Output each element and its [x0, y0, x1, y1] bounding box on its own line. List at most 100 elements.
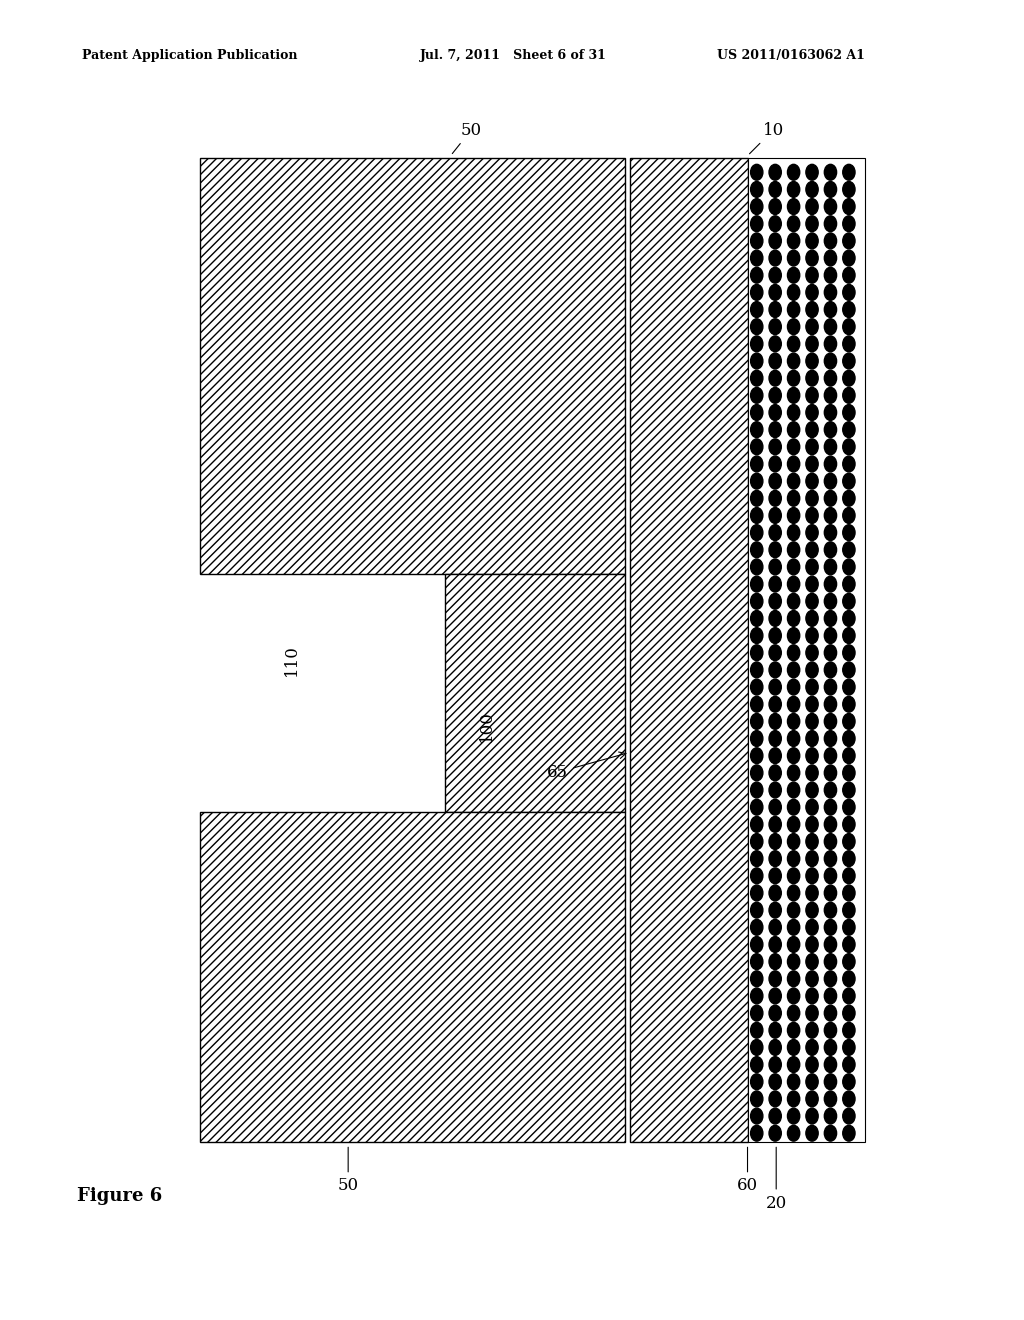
Circle shape — [787, 816, 800, 833]
Circle shape — [769, 285, 781, 301]
Circle shape — [787, 1090, 800, 1106]
Circle shape — [824, 1040, 837, 1056]
Circle shape — [751, 1090, 763, 1106]
Circle shape — [751, 628, 763, 644]
Circle shape — [769, 1125, 781, 1140]
Circle shape — [806, 766, 818, 780]
Circle shape — [843, 834, 855, 850]
Circle shape — [769, 541, 781, 557]
Circle shape — [787, 1074, 800, 1090]
Circle shape — [787, 697, 800, 711]
Circle shape — [751, 747, 763, 763]
Circle shape — [806, 491, 818, 506]
Circle shape — [824, 953, 837, 969]
Circle shape — [769, 781, 781, 797]
Circle shape — [824, 215, 837, 232]
Bar — [445, 574, 625, 812]
Circle shape — [787, 713, 800, 729]
Circle shape — [751, 884, 763, 902]
Circle shape — [843, 781, 855, 797]
Circle shape — [787, 508, 800, 524]
Circle shape — [787, 199, 800, 215]
Circle shape — [806, 884, 818, 902]
Circle shape — [806, 474, 818, 490]
Circle shape — [806, 354, 818, 370]
Circle shape — [787, 869, 800, 884]
Circle shape — [824, 1090, 837, 1106]
Circle shape — [787, 731, 800, 746]
Circle shape — [806, 663, 818, 678]
Circle shape — [806, 850, 818, 866]
Circle shape — [843, 215, 855, 232]
Circle shape — [843, 491, 855, 506]
Circle shape — [751, 663, 763, 678]
Circle shape — [769, 919, 781, 935]
Circle shape — [843, 232, 855, 249]
Circle shape — [769, 644, 781, 660]
Circle shape — [751, 1056, 763, 1072]
Circle shape — [751, 319, 763, 335]
Circle shape — [824, 1006, 837, 1022]
Circle shape — [751, 697, 763, 711]
Circle shape — [824, 766, 837, 780]
Circle shape — [843, 1125, 855, 1140]
Circle shape — [824, 1125, 837, 1140]
Circle shape — [751, 869, 763, 884]
Circle shape — [787, 594, 800, 609]
Circle shape — [843, 766, 855, 780]
Circle shape — [751, 455, 763, 471]
Circle shape — [751, 781, 763, 797]
Circle shape — [806, 644, 818, 660]
Circle shape — [843, 438, 855, 454]
Circle shape — [751, 1109, 763, 1123]
Circle shape — [751, 302, 763, 318]
Circle shape — [787, 644, 800, 660]
Circle shape — [787, 747, 800, 763]
Circle shape — [769, 249, 781, 267]
Circle shape — [751, 816, 763, 833]
Circle shape — [843, 747, 855, 763]
Circle shape — [751, 576, 763, 591]
Circle shape — [769, 663, 781, 678]
Circle shape — [769, 766, 781, 780]
Circle shape — [787, 799, 800, 814]
Circle shape — [824, 285, 837, 301]
Circle shape — [751, 766, 763, 780]
Circle shape — [806, 508, 818, 524]
Circle shape — [751, 987, 763, 1003]
Circle shape — [824, 525, 837, 541]
Text: Figure 6: Figure 6 — [77, 1187, 162, 1205]
Circle shape — [751, 713, 763, 729]
Circle shape — [787, 335, 800, 351]
Circle shape — [787, 576, 800, 591]
Circle shape — [769, 232, 781, 249]
Circle shape — [769, 508, 781, 524]
Circle shape — [806, 972, 818, 987]
Circle shape — [751, 937, 763, 953]
Circle shape — [843, 816, 855, 833]
Circle shape — [824, 354, 837, 370]
Circle shape — [806, 370, 818, 385]
Circle shape — [769, 525, 781, 541]
Text: 50: 50 — [338, 1147, 358, 1195]
Circle shape — [787, 919, 800, 935]
Circle shape — [824, 816, 837, 833]
Circle shape — [824, 594, 837, 609]
Circle shape — [824, 731, 837, 746]
Circle shape — [751, 834, 763, 850]
Circle shape — [787, 267, 800, 282]
Circle shape — [843, 455, 855, 471]
Circle shape — [751, 1125, 763, 1140]
Text: 65: 65 — [547, 752, 626, 780]
Circle shape — [751, 335, 763, 351]
Circle shape — [806, 1022, 818, 1038]
Circle shape — [843, 1056, 855, 1072]
Circle shape — [769, 903, 781, 919]
Circle shape — [824, 937, 837, 953]
Circle shape — [787, 388, 800, 404]
Circle shape — [769, 438, 781, 454]
Text: 60: 60 — [737, 1147, 758, 1195]
Circle shape — [787, 953, 800, 969]
Circle shape — [787, 525, 800, 541]
Circle shape — [769, 799, 781, 814]
